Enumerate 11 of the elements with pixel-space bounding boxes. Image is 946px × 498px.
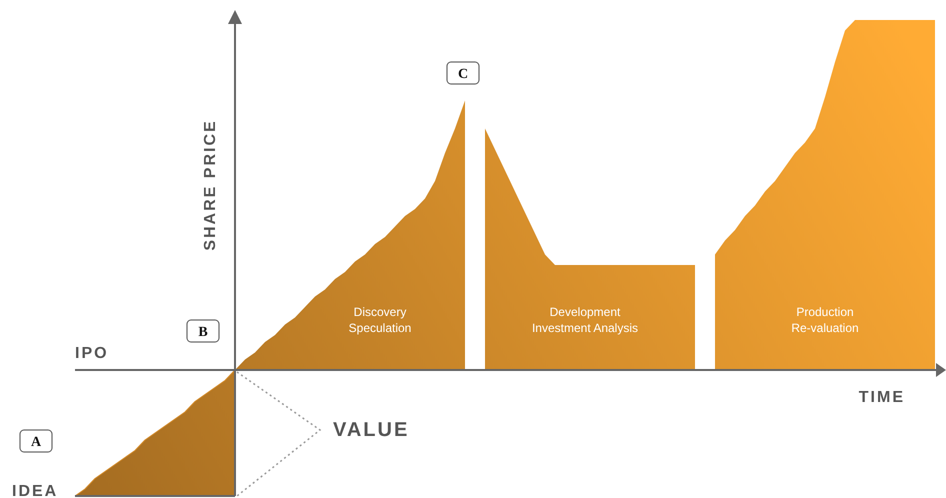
annotation: IPO (75, 345, 109, 362)
annotation: VALUE (333, 419, 410, 441)
text: IDEA (12, 483, 58, 498)
annotation: Development Investment Analysis (532, 305, 638, 335)
x-axis-title: TIME (858, 389, 905, 406)
annotation: Discovery Speculation (348, 305, 412, 335)
annotation: C (458, 67, 468, 82)
text: A (30, 435, 42, 450)
y-axis-title: SHARE PRICE (202, 119, 219, 251)
annotation: B (198, 325, 208, 340)
annotation: Production Re-valuation (791, 305, 859, 335)
